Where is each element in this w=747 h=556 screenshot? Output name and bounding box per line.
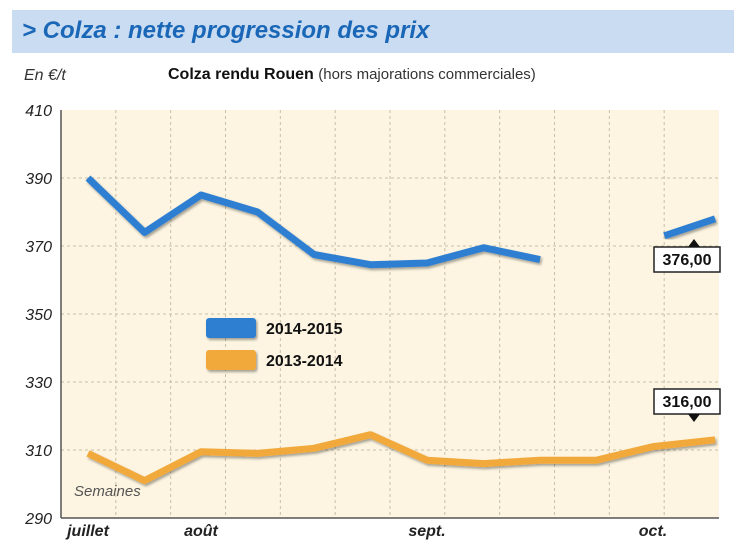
chart-title-line: Colza rendu Rouen (hors majorations comm… [168,66,536,84]
legend: 2014-2015 2013-2014 [206,318,343,370]
y-tick-label: 350 [25,307,52,324]
y-tick-label: 330 [25,375,52,392]
x-axis-label: Semaines [74,483,141,500]
annotation-pointer [688,414,700,422]
annotation-text: 316,00 [663,394,712,411]
series-line-2014-2015 [663,215,717,240]
y-tick-label: 310 [25,443,52,460]
series-lines [85,175,717,485]
series-line-2014-2015 [85,175,541,269]
header-title: > Colza : nette progression des prix [22,17,430,44]
value-annotations: 376,00 316,00 [653,239,721,422]
legend-swatch [206,318,256,338]
y-tick-label: 370 [25,239,52,256]
chart-subtitle: (hors majorations commerciales) [318,66,536,83]
annotation-text: 376,00 [663,252,712,269]
legend-label: 2013-2014 [266,353,343,370]
x-month-label: août [184,523,218,540]
y-axis-unit-label: En €/t [24,67,66,84]
x-month-label: sept. [408,523,445,540]
series-line-2013-2014 [86,431,716,485]
y-tick-label: 410 [25,103,52,120]
y-tick-label: 390 [25,171,52,188]
chart-title: Colza rendu Rouen [168,66,314,83]
annotation-box [653,388,721,415]
header-banner: > Colza : nette progression des prix [12,10,734,53]
legend-label: 2014-2015 [266,321,343,338]
annotation-box [653,246,721,273]
axes: 290 310 330 350 370 390 410 juillet août sept. oct… [24,103,719,540]
x-month-label: juillet [65,523,109,540]
grid [61,110,719,518]
legend-swatch [206,350,256,370]
y-tick-label: 290 [24,511,52,528]
x-month-label: oct. [639,523,667,540]
annotation-pointer [688,239,700,247]
